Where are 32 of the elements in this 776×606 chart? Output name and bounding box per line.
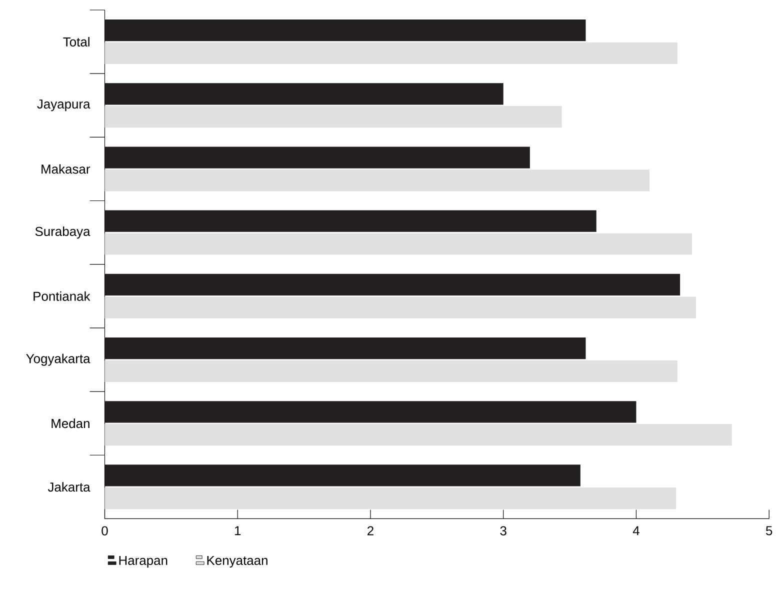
x-tick-label: 5 [766, 526, 772, 536]
bar [104, 487, 676, 509]
y-tick-label: Medan [52, 418, 90, 428]
bar [104, 400, 636, 422]
legend-label: Harapan [119, 556, 168, 568]
x-tick-label: 4 [632, 526, 640, 535]
bar [104, 106, 562, 128]
bar [104, 464, 580, 486]
bar [104, 424, 732, 446]
y-tick-label: Pontianak [34, 291, 90, 301]
x-tick-label: 0 [102, 526, 108, 536]
bar [104, 232, 692, 255]
y-tick-label: Surabaya [35, 226, 90, 238]
y-tick-label: Jayapura [37, 99, 90, 111]
bar [104, 82, 504, 104]
y-tick-label: Makasar [42, 164, 90, 174]
bar [104, 210, 596, 232]
y-tick-label: Jakarta [48, 482, 90, 492]
x-tick-label: 3 [500, 526, 506, 536]
y-tick-label: Yogyakarta [26, 353, 90, 366]
y-tick-label: Total [63, 36, 90, 46]
x-tick-label: 1 [234, 526, 241, 535]
bar [104, 360, 678, 382]
legend-label: Kenyataan [207, 556, 268, 568]
bar [104, 42, 678, 64]
x-tick-label: 2 [368, 526, 374, 536]
bar [104, 337, 586, 359]
bar [104, 296, 696, 318]
bar [104, 169, 650, 191]
bar [104, 274, 680, 296]
bar [104, 19, 586, 41]
bar [104, 146, 530, 168]
